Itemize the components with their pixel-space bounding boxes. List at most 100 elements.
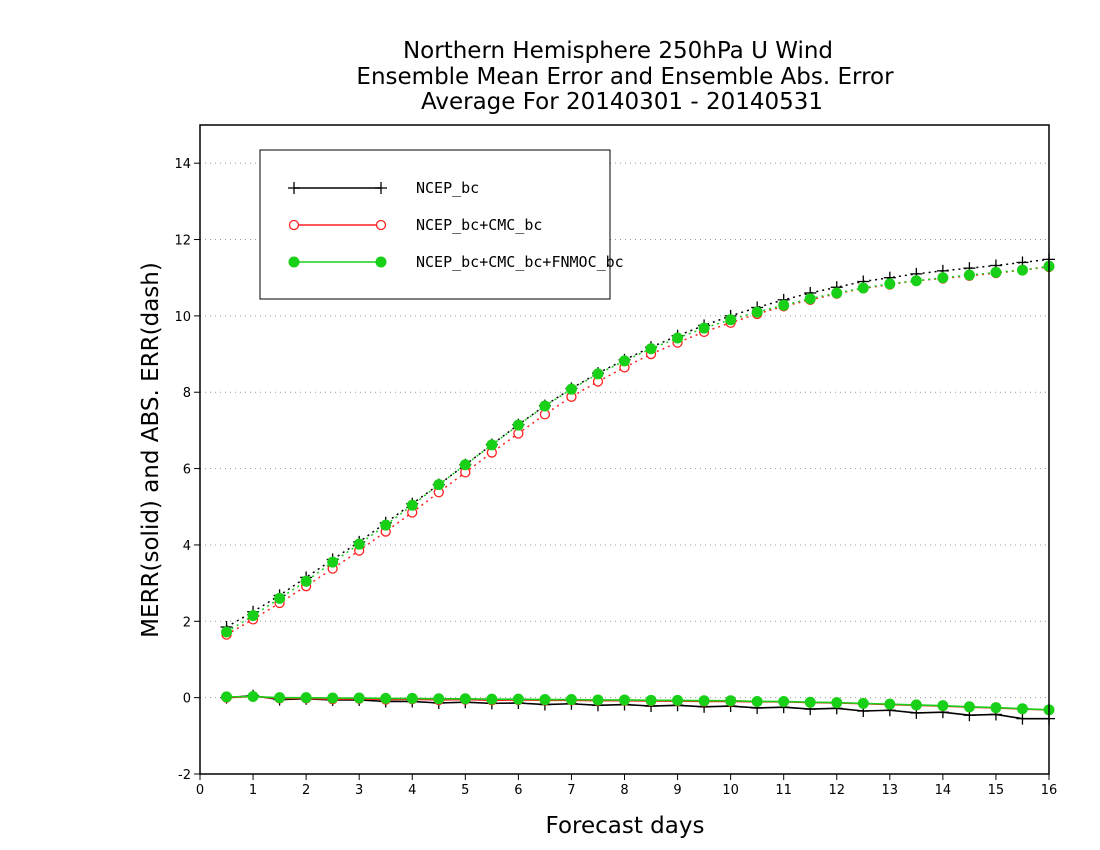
merr-point	[751, 695, 763, 707]
abs-err-point	[963, 269, 975, 281]
legend: NCEP_bc NCEP_bc+CMC_bc NCEP_bc+CMC_bc+FNMO…	[259, 149, 624, 300]
y-tick-label: 10	[174, 310, 191, 325]
merr-point	[221, 691, 233, 703]
abs-err-point	[433, 479, 445, 491]
x-tick-label: 5	[461, 783, 469, 798]
merr-point	[512, 693, 524, 705]
merr-point	[565, 694, 577, 706]
abs-err-point	[645, 343, 657, 355]
y-tick-label: 4	[183, 539, 191, 554]
merr-point	[539, 694, 551, 706]
merr-point	[831, 697, 843, 709]
abs-err-point	[990, 266, 1002, 278]
x-tick-label: 2	[302, 783, 310, 798]
y-tick-label: -2	[178, 768, 191, 783]
x-tick-label: 4	[408, 783, 416, 798]
x-tick-label: 8	[620, 783, 628, 798]
y-tick-label: 6	[183, 463, 191, 478]
x-tick-label: 9	[673, 783, 681, 798]
abs-err-point	[512, 419, 524, 431]
abs-err-point	[327, 556, 339, 568]
chart-title-line-2: Ensemble Mean Error and Ensemble Abs. Er…	[356, 64, 894, 90]
merr-point	[1016, 712, 1029, 725]
abs-err-point	[274, 592, 286, 604]
merr-point	[645, 694, 657, 706]
abs-err-point	[725, 314, 737, 326]
abs-err-point	[1016, 264, 1028, 276]
abs-err-line	[226, 266, 1050, 636]
merr-point	[672, 694, 684, 706]
y-tick-label: 12	[174, 234, 191, 249]
merr-point	[486, 693, 498, 705]
merr-point	[327, 692, 339, 704]
abs-err-point	[804, 293, 816, 305]
abs-err-point	[937, 272, 949, 284]
x-tick-label: 12	[828, 783, 845, 798]
merr-point	[778, 695, 790, 707]
merr-point	[910, 699, 922, 711]
abs-err-point	[884, 278, 896, 290]
y-tick-label: 2	[183, 615, 191, 630]
x-tick-label: 3	[355, 783, 363, 798]
legend-entry: NCEP_bc+CMC_bc+FNMOC_bc	[288, 253, 624, 271]
merr-point	[619, 694, 630, 706]
merr-point	[990, 702, 1002, 714]
abs-err-point	[910, 275, 922, 287]
abs-err-point	[592, 368, 604, 380]
abs-err-point	[751, 306, 763, 318]
series-layer	[220, 253, 1055, 725]
abs-err-point	[353, 538, 365, 550]
legend-marker	[375, 182, 387, 194]
merr-point	[937, 700, 949, 712]
abs-err-point	[831, 287, 843, 299]
abs-err-line	[226, 265, 1050, 633]
abs-err-point	[380, 519, 392, 531]
y-axis-title: MERR(solid) and ABS. ERR(dash)	[138, 262, 164, 638]
abs-err-point	[778, 299, 790, 311]
abs-err-point	[672, 332, 684, 344]
chart-title: Northern Hemisphere 250hPa U Wind Ensemb…	[356, 38, 894, 115]
legend-marker	[288, 182, 300, 194]
x-axis-title: Forecast days	[546, 813, 705, 839]
legend-label: NCEP_bc+CMC_bc+FNMOC_bc	[416, 253, 624, 271]
x-tick-label: 11	[775, 783, 792, 798]
x-tick-label: 13	[882, 783, 899, 798]
merr-point	[1016, 703, 1028, 715]
merr-point	[300, 692, 312, 704]
merr-point	[459, 693, 471, 705]
legend-entry: NCEP_bc	[288, 179, 479, 197]
x-tick-label: 10	[722, 783, 739, 798]
merr-point	[963, 701, 975, 713]
abs-err-point	[247, 610, 259, 622]
y-tick-label: 8	[183, 386, 191, 401]
abs-err-point	[406, 499, 418, 511]
legend-marker	[288, 256, 300, 268]
y-tick-label: 14	[174, 157, 191, 172]
series-0	[220, 253, 1055, 725]
chart-title-line-3: Average For 20140301 - 20140531	[421, 89, 823, 115]
abs-err-point	[565, 383, 577, 395]
legend-entry: NCEP_bc+CMC_bc	[288, 216, 542, 234]
series-2	[221, 260, 1055, 716]
merr-point	[247, 691, 259, 703]
x-tick-label: 1	[249, 783, 257, 798]
legend-marker	[375, 219, 387, 231]
abs-err-point	[459, 459, 471, 471]
y-tick-label: 0	[183, 692, 191, 707]
abs-err-point	[486, 439, 498, 451]
merr-point	[725, 695, 737, 707]
abs-err-point	[857, 282, 869, 294]
abs-err-point	[698, 322, 710, 334]
merr-point	[380, 692, 392, 704]
merr-point	[433, 693, 445, 705]
x-tick-label: 15	[988, 783, 1005, 798]
chart-title-line-1: Northern Hemisphere 250hPa U Wind	[403, 38, 833, 64]
merr-point	[857, 697, 869, 709]
legend-label: NCEP_bc+CMC_bc	[416, 216, 542, 234]
merr-point	[698, 695, 710, 707]
x-tick-label: 16	[1041, 783, 1058, 798]
abs-err-point	[221, 626, 233, 638]
legend-marker	[375, 256, 387, 268]
series-1	[221, 261, 1055, 716]
